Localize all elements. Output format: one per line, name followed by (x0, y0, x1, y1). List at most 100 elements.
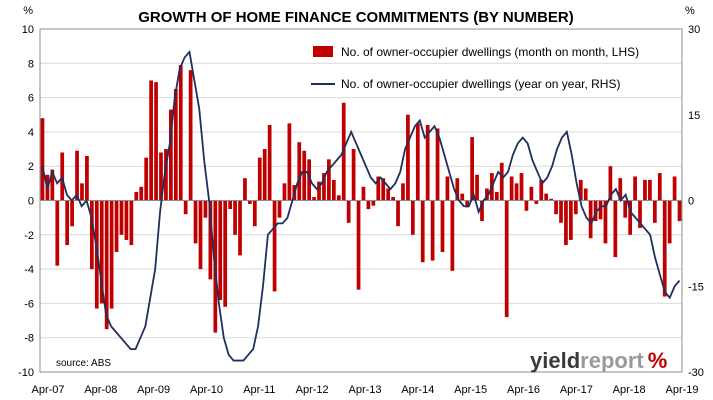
bar (470, 137, 474, 201)
x-tick-label: Apr-13 (348, 384, 381, 396)
right-tick-label: 0 (688, 196, 694, 208)
bar (277, 200, 282, 218)
bar (430, 200, 435, 261)
left-tick-label: 4 (28, 127, 34, 139)
bar (549, 198, 553, 201)
bar (396, 200, 400, 227)
bar (114, 200, 119, 252)
bar (40, 118, 45, 201)
x-tick-label: Apr-16 (507, 384, 540, 396)
bar (361, 186, 366, 201)
right-tick-label: -15 (688, 281, 704, 293)
bar (406, 114, 410, 201)
left-tick-label: -2 (24, 230, 34, 242)
left-axis-ticks: 10 8 6 4 2 0 -2 -4 -6 -8 -10 (18, 24, 34, 379)
bar (203, 200, 208, 218)
x-axis-ticks: Apr-07 Apr-08 Apr-09 Apr-10 Apr-11 Apr-12 Apr-… (31, 384, 698, 396)
bar (588, 200, 593, 239)
bar (233, 200, 237, 235)
bar (544, 193, 549, 201)
right-tick-label: -30 (688, 367, 704, 379)
bar (475, 174, 479, 201)
bar (465, 200, 470, 208)
bar (514, 183, 519, 201)
bar (55, 200, 60, 266)
bar (667, 200, 672, 244)
bar (173, 89, 178, 201)
bar (80, 183, 84, 201)
bar (519, 173, 524, 201)
bar (608, 166, 613, 201)
bar (124, 200, 129, 240)
bar (633, 176, 637, 201)
left-tick-label: 2 (28, 161, 34, 173)
bar (603, 200, 608, 244)
bar (504, 200, 509, 318)
left-tick-label: -8 (24, 333, 34, 345)
bar (598, 200, 603, 220)
left-tick-label: -4 (24, 264, 34, 276)
x-tick-label: Apr-15 (454, 384, 487, 396)
bar (99, 200, 104, 304)
bar (480, 200, 484, 222)
bar (494, 191, 499, 201)
bar (129, 200, 134, 246)
bar (618, 178, 623, 201)
bar (613, 200, 618, 258)
brand-logo: yieldreport% (530, 348, 667, 373)
bar (559, 200, 563, 223)
bar (440, 200, 445, 252)
bar (104, 200, 109, 330)
bar (539, 179, 544, 201)
bar (376, 176, 381, 201)
bar (401, 183, 405, 201)
x-tick-label: Apr-09 (137, 384, 170, 396)
x-tick-label: Apr-14 (401, 384, 434, 396)
brand-percent: % (648, 348, 668, 373)
bar (623, 200, 628, 218)
x-tick-label: Apr-18 (613, 384, 646, 396)
bar (119, 200, 124, 235)
bar (252, 200, 257, 227)
bar (139, 186, 144, 201)
brand-report: report (580, 348, 644, 373)
bar (257, 157, 262, 201)
bar (75, 150, 79, 201)
plot-border (39, 28, 683, 373)
bar (628, 200, 633, 235)
x-tick-label: Apr-19 (665, 384, 698, 396)
bar (445, 176, 450, 201)
chart-title: GROWTH OF HOME FINANCE COMMITMENTS (BY N… (138, 9, 574, 26)
bar (248, 200, 252, 204)
bar (331, 179, 336, 201)
bar (356, 200, 361, 290)
bar (657, 173, 662, 201)
bar (272, 200, 277, 292)
left-tick-label: -6 (24, 298, 34, 310)
bar (262, 149, 267, 201)
bar (583, 188, 588, 201)
bar (154, 82, 158, 201)
bar (529, 186, 534, 201)
svg-text:yieldreport%: yieldreport% (530, 348, 667, 373)
bar (218, 200, 223, 300)
left-tick-label: 8 (28, 58, 34, 70)
bar (312, 197, 316, 201)
bar (391, 197, 395, 201)
bar (415, 123, 420, 201)
left-axis-unit: % (23, 5, 33, 17)
bar (648, 179, 652, 201)
right-tick-label: 15 (688, 110, 700, 122)
bar-series (40, 65, 682, 333)
bar (435, 128, 440, 201)
bar (455, 178, 460, 201)
bar (238, 200, 242, 256)
bar (178, 65, 183, 201)
bar (569, 200, 573, 240)
yoy-line (41, 49, 681, 362)
x-tick-label: Apr-12 (296, 384, 329, 396)
x-tick-label: Apr-11 (243, 384, 275, 396)
left-tick-label: 10 (22, 24, 34, 36)
legend-bar-swatch (313, 46, 333, 57)
right-axis-ticks: 30 15 0 -15 -30 (688, 24, 704, 379)
